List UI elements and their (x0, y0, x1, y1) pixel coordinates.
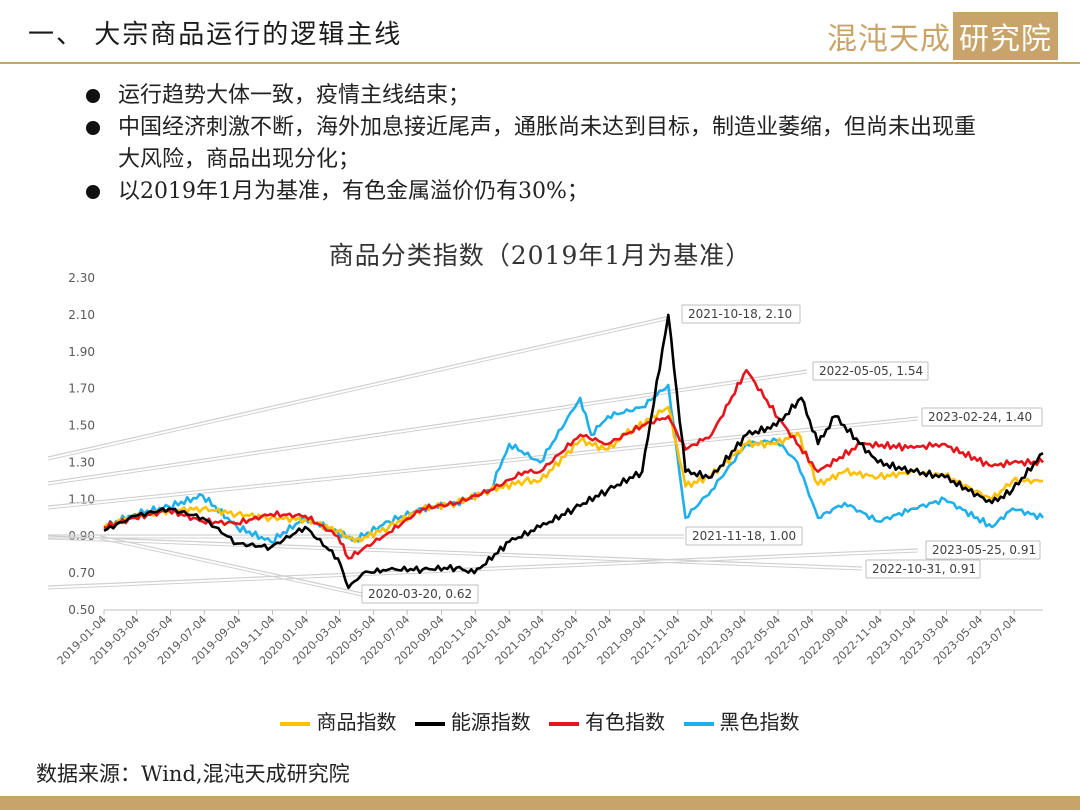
bullet-text: 运行趋势大体一致，疫情主线结束； (118, 83, 471, 108)
legend-label: 商品指数 (316, 710, 397, 734)
annotation-leader (47, 318, 671, 461)
y-tick-label: 0.50 (68, 603, 95, 617)
series-line-nonferrous (103, 368, 1044, 560)
bullet-list: 运行趋势大体一致，疫情主线结束； 中国经济刺激不断，海外加息接近尾声，通胀尚未达… (86, 80, 986, 208)
legend-swatch (414, 721, 445, 726)
legend-swatch (549, 721, 580, 726)
series-line-energy (103, 313, 1044, 590)
annotation-leader (47, 548, 919, 587)
annotation-box (361, 584, 479, 604)
bullet-item: 运行趋势大体一致，疫情主线结束； (86, 80, 986, 112)
bullet-text: 中国经济刺激不断，海外加息接近尾声，通胀尚未达到目标，制造业萎缩，但尚未出现重大… (118, 115, 977, 172)
annotation-leader (47, 535, 863, 568)
legend-item-ferrous: 黑色指数 (683, 706, 800, 735)
bullet-text: 以2019年1月为基准，有色金属溢价仍有30%； (118, 179, 589, 204)
y-tick-label: 1.30 (68, 455, 95, 469)
slide-title: 一、 大宗商品运行的逻辑主线 (28, 20, 403, 50)
annotation-label: 2021-10-18, 2.10 (688, 307, 792, 321)
annotation-leader (99, 535, 363, 594)
annotation-leader (47, 369, 808, 483)
legend-label: 黑色指数 (719, 710, 800, 734)
y-tick-label: 1.90 (68, 345, 95, 359)
bullet-dot-icon (86, 185, 100, 199)
annotation-box (921, 407, 1043, 427)
annotation-leader (47, 372, 808, 486)
header-divider (0, 62, 1080, 64)
chart-legend: 商品指数 能源指数 有色指数 黑色指数 (0, 706, 1080, 735)
footer-bar (0, 796, 1080, 810)
annotation-leader (47, 315, 671, 458)
legend-label: 有色指数 (585, 710, 666, 734)
y-tick-label: 2.10 (68, 308, 95, 322)
data-source: 数据来源：Wind,混沌天成研究院 (36, 762, 350, 786)
annotation-box (685, 526, 803, 546)
chart-title: 商品分类指数（2019年1月为基准） (328, 241, 752, 270)
annotation-leader (47, 538, 863, 571)
bullet-item: 中国经济刺激不断，海外加息接近尾声，通胀尚未达到目标，制造业萎缩，但尚未出现重大… (86, 112, 986, 176)
annotation-box (681, 304, 801, 324)
brand-logo-text: 混沌天成 (827, 22, 951, 57)
annotation-label: 2020-03-20, 0.62 (368, 587, 472, 601)
legend-item-energy: 能源指数 (414, 706, 531, 735)
annotation-leader (47, 419, 919, 510)
bullet-item: 以2019年1月为基准，有色金属溢价仍有30%； (86, 176, 986, 208)
legend-item-nonferrous: 有色指数 (549, 706, 665, 735)
annotation-box (812, 361, 929, 381)
brand-logo-box: 研究院 (953, 12, 1058, 60)
y-tick-label: 2.30 (68, 271, 95, 285)
annotation-box (925, 540, 1041, 560)
slide-header: 一、 大宗商品运行的逻辑主线 混沌天成 研究院 (0, 0, 1080, 64)
bullet-dot-icon (86, 121, 100, 135)
legend-label: 能源指数 (450, 710, 531, 734)
annotation-label: 2023-02-24, 1.40 (928, 410, 1032, 424)
annotation-leader (47, 551, 919, 590)
legend-swatch (280, 721, 311, 726)
annotation-label: 2021-11-18, 1.00 (692, 529, 796, 543)
legend-item-commodity: 商品指数 (280, 706, 396, 735)
annotation-label: 2022-10-31, 0.91 (872, 562, 976, 576)
annotation-label: 2022-05-05, 1.54 (819, 364, 923, 378)
legend-swatch (683, 721, 714, 726)
y-tick-label: 1.70 (68, 382, 95, 396)
bullet-dot-icon (86, 89, 100, 103)
brand-logo: 混沌天成 研究院 (827, 12, 1058, 60)
annotation-box (865, 559, 981, 579)
annotation-label: 2023-05-25, 0.91 (932, 543, 1036, 557)
annotation-leader (47, 416, 919, 507)
series-line-ferrous (103, 383, 1045, 545)
annotation-leader (99, 538, 363, 597)
y-tick-label: 1.50 (68, 419, 95, 433)
y-tick-label: 0.70 (68, 566, 95, 580)
